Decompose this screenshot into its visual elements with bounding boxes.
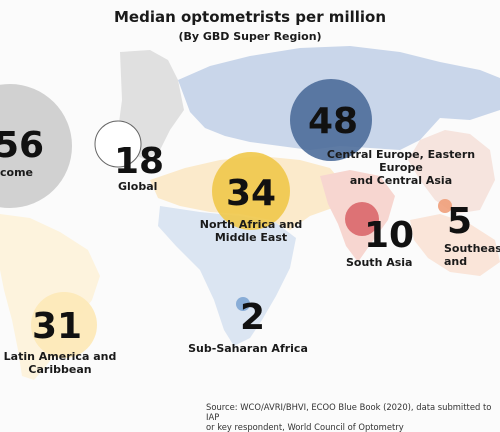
value-southeast-asia: 5: [447, 201, 473, 242]
bubble-north-africa: [212, 152, 290, 230]
bubble-sub-saharan: [236, 297, 250, 311]
bubble-global: [94, 120, 142, 168]
value-sub-saharan: 2: [240, 297, 266, 338]
label-sub-saharan: Sub-Saharan Africa: [188, 342, 308, 355]
label-north-africa: North Africa and Middle East: [199, 218, 303, 244]
region-sub-saharan-land: [158, 206, 296, 346]
value-north-africa: 34: [226, 173, 277, 214]
region-east-asia-land: [408, 130, 495, 214]
label-southeast-asia: Southeas and: [444, 242, 500, 268]
bubble-south-asia: [345, 202, 379, 236]
value-central-europe: 48: [308, 101, 359, 142]
bubble-central-europe: [290, 79, 372, 161]
bubble-southeast-asia: [438, 199, 452, 213]
value-high-income: 56: [0, 125, 45, 166]
value-latin-america: 31: [32, 306, 83, 347]
source-note: Source: WCO/AVRI/BHVI, ECOO Blue Book (2…: [206, 402, 492, 432]
page-title: Median optometrists per million: [114, 8, 386, 26]
bubble-latin-america: [31, 292, 97, 358]
page-subtitle: (By GBD Super Region): [178, 30, 322, 43]
value-global: 18: [114, 141, 165, 182]
label-global: Global: [118, 180, 158, 193]
label-high-income: come: [0, 166, 33, 179]
label-south-asia: South Asia: [346, 256, 413, 269]
value-south-asia: 10: [364, 215, 415, 256]
bubble-high-income: [0, 84, 72, 208]
label-latin-america: Latin America and Caribbean: [3, 350, 117, 376]
region-southeast-asia-land: [410, 214, 500, 276]
label-central-europe: Central Europe, Eastern Europe and Centr…: [326, 148, 476, 187]
